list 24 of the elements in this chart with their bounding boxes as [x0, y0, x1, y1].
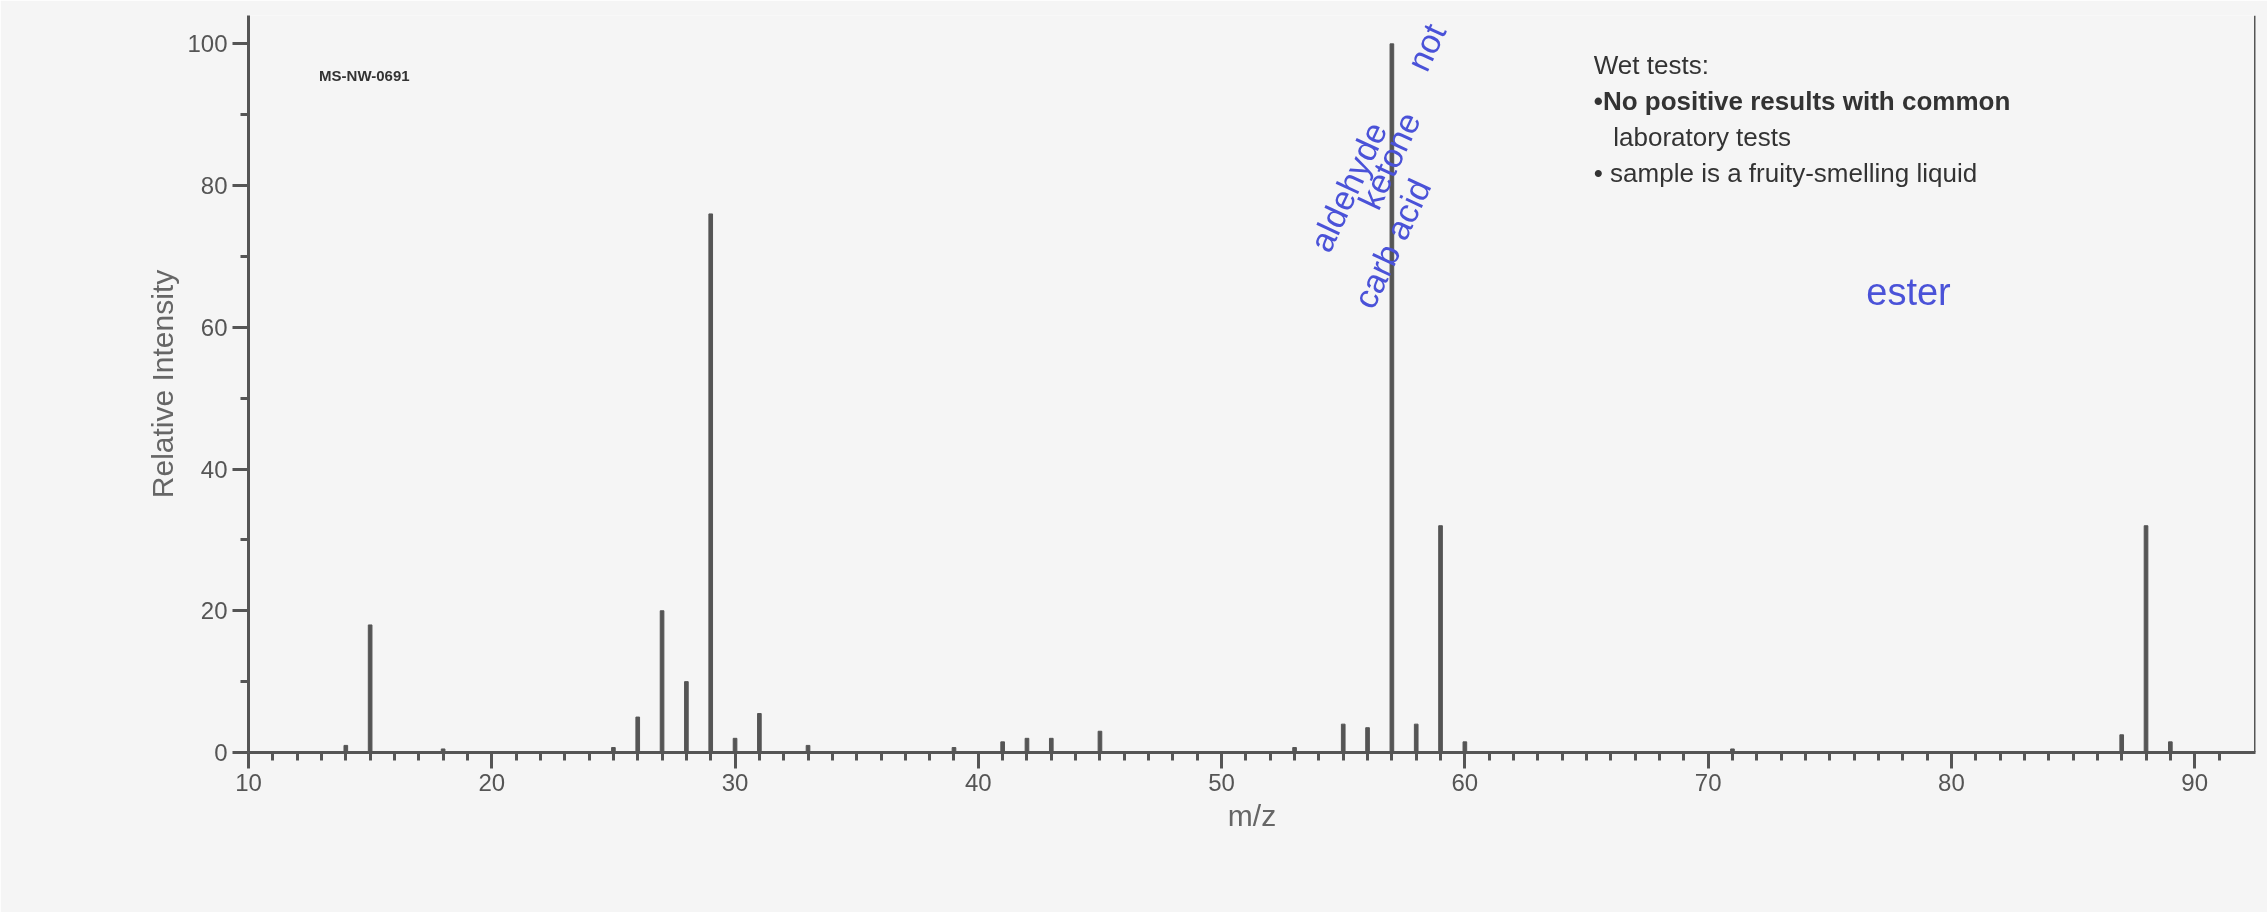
- x-tick-label: 30: [721, 768, 749, 796]
- annotation: laboratory tests: [1613, 122, 1792, 153]
- annotation: not: [1398, 17, 1454, 77]
- x-axis-title: m/z: [1227, 798, 1277, 832]
- x-tick-label: 90: [2181, 768, 2209, 796]
- annotation: •No positive results with common: [1593, 85, 2011, 116]
- annotation: ester: [1866, 270, 1952, 313]
- annotation: • sample is a fruity-smelling liquid: [1593, 157, 1978, 188]
- y-tick-label: 100: [187, 30, 228, 58]
- y-tick-label: 40: [200, 455, 228, 483]
- y-tick-label: 60: [200, 313, 228, 341]
- x-tick-label: 60: [1451, 768, 1479, 796]
- x-tick-label: 40: [964, 768, 992, 796]
- annotation: Wet tests:: [1593, 50, 1709, 81]
- y-tick-label: 20: [200, 597, 228, 625]
- annotation: MS-NW-0691: [319, 67, 410, 85]
- x-tick-label: 10: [235, 768, 262, 796]
- x-tick-label: 20: [478, 768, 506, 796]
- x-tick-label: 50: [1208, 768, 1235, 796]
- y-axis-title: Relative Intensity: [146, 269, 180, 499]
- y-tick-label: 0: [214, 739, 228, 766]
- y-tick-label: 80: [200, 172, 228, 200]
- x-tick-label: 80: [1938, 768, 1965, 796]
- x-tick-label: 70: [1694, 768, 1722, 796]
